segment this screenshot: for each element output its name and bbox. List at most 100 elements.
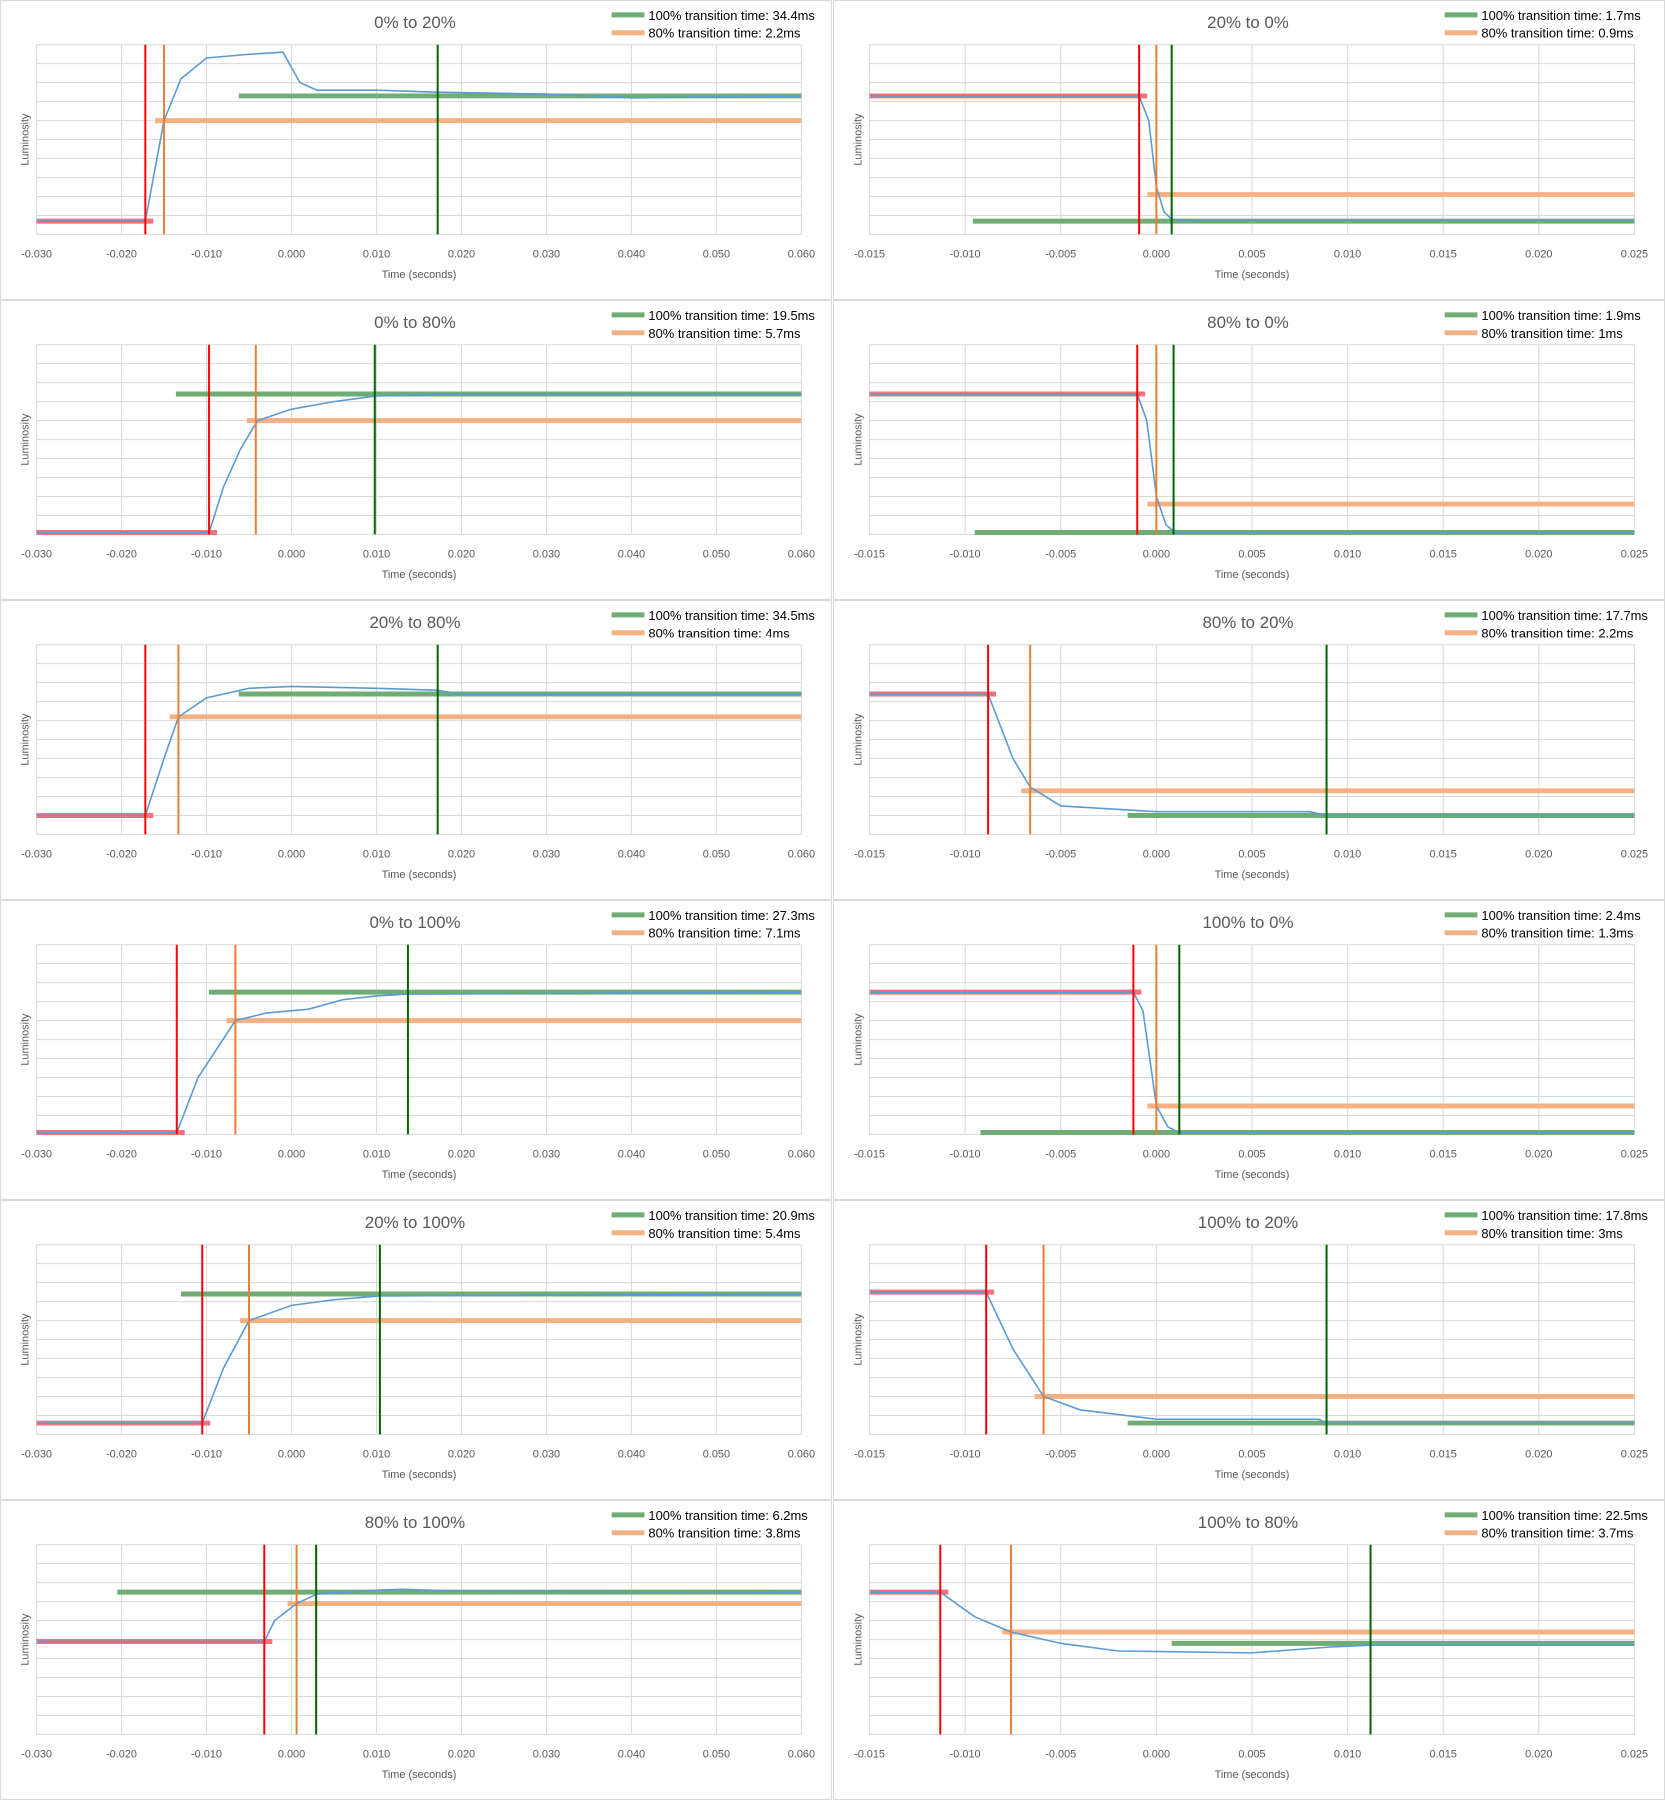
x-tick-label: -0.015: [854, 1448, 885, 1460]
chart-panel: 100% to 0% 100% transition time: 2.4ms 80%…: [833, 900, 1665, 1200]
x-tick-label: 0.060: [788, 848, 815, 860]
legend-label-100: 100% transition time: 22.5ms: [1481, 1508, 1647, 1523]
y-axis-label: Luminosity: [853, 1013, 865, 1066]
luminosity-signal: [36, 51, 802, 222]
x-tick-label: 0.060: [788, 548, 815, 560]
x-tick-label: 0.010: [363, 248, 390, 260]
x-tick-label: -0.010: [191, 548, 222, 560]
y-axis-label: Luminosity: [20, 113, 32, 166]
x-tick-label: 0.010: [1334, 548, 1361, 560]
x-tick-label: -0.010: [950, 1748, 981, 1760]
luminosity-signal: [36, 393, 802, 534]
x-tick-label: 0.000: [1143, 1148, 1170, 1160]
x-tick-label: 0.005: [1238, 548, 1265, 560]
y-axis-label: Luminosity: [853, 413, 865, 466]
gridlines: [869, 1244, 1635, 1435]
x-tick-label: 0.010: [363, 1748, 390, 1760]
x-axis-label: Time (seconds): [1215, 869, 1290, 881]
x-tick-label: 0.005: [1238, 848, 1265, 860]
x-tick-label: -0.015: [854, 848, 885, 860]
x-tick-label: 0.020: [448, 548, 475, 560]
x-tick-label: 0.000: [1143, 548, 1170, 560]
legend-label-80: 80% transition time: 1.3ms: [1481, 926, 1633, 941]
gridlines: [36, 644, 802, 835]
chart-title: 20% to 100%: [365, 1213, 465, 1232]
x-axis-label: Time (seconds): [1215, 1769, 1290, 1781]
legend: 100% transition time: 1.9ms 80% transitio…: [1444, 308, 1641, 341]
legend: 100% transition time: 17.8ms 80% transiti…: [1444, 1208, 1648, 1241]
x-tick-label: -0.010: [950, 1448, 981, 1460]
x-axis-label: Time (seconds): [382, 1769, 457, 1781]
x-tick-label: 0.015: [1430, 1148, 1457, 1160]
x-tick-label: -0.005: [1045, 1448, 1076, 1460]
x-tick-label: -0.015: [854, 248, 885, 260]
x-tick-label: -0.015: [854, 548, 885, 560]
gridlines: [869, 44, 1635, 235]
legend-label-100: 100% transition time: 6.2ms: [648, 1508, 807, 1523]
legend-label-80: 80% transition time: 7.1ms: [648, 926, 800, 941]
x-tick-label: 0.025: [1621, 848, 1648, 860]
x-tick-label: 0.030: [533, 1748, 560, 1760]
legend-label-80: 80% transition time: 3ms: [1481, 1226, 1622, 1241]
x-tick-label: 0.015: [1430, 1448, 1457, 1460]
legend: 100% transition time: 1.7ms 80% transitio…: [1444, 8, 1641, 41]
chart-svg: 80% to 20% 100% transition time: 17.7ms 80…: [853, 608, 1648, 881]
x-tick-label: 0.005: [1238, 1748, 1265, 1760]
luminosity-signal: [869, 693, 1635, 817]
legend-label-80: 80% transition time: 5.4ms: [648, 1226, 800, 1241]
y-axis-label: Luminosity: [853, 1613, 865, 1666]
chart-panel: 20% to 100% 100% transition time: 20.9ms 8…: [0, 1200, 832, 1500]
gridlines: [869, 644, 1635, 835]
legend-label-80: 80% transition time: 0.9ms: [1481, 26, 1633, 41]
chart-svg: 100% to 0% 100% transition time: 2.4ms 80%…: [853, 908, 1648, 1181]
x-axis-label: Time (seconds): [382, 1169, 457, 1181]
legend-label-80: 80% transition time: 4ms: [648, 626, 789, 641]
chart-title: 100% to 20%: [1198, 1213, 1298, 1232]
chart-svg: 20% to 0% 100% transition time: 1.7ms 80% …: [853, 8, 1648, 281]
x-axis-label: Time (seconds): [382, 1469, 457, 1481]
x-tick-label: 0.030: [533, 1148, 560, 1160]
x-tick-label: 0.025: [1621, 1448, 1648, 1460]
x-tick-label: -0.020: [106, 1748, 137, 1760]
x-tick-label: 0.000: [278, 1448, 305, 1460]
x-tick-label: 0.010: [363, 848, 390, 860]
x-tick-label: 0.020: [1525, 848, 1552, 860]
x-axis-label: Time (seconds): [382, 569, 457, 581]
legend-label-80: 80% transition time: 2.2ms: [1481, 626, 1633, 641]
x-tick-label: 0.040: [618, 548, 645, 560]
legend-label-100: 100% transition time: 34.4ms: [648, 8, 814, 23]
x-tick-label: 0.020: [448, 1148, 475, 1160]
gridlines: [36, 344, 802, 535]
legend-label-100: 100% transition time: 17.7ms: [1481, 608, 1647, 623]
x-tick-label: 0.060: [788, 248, 815, 260]
legend: 100% transition time: 20.9ms 80% transiti…: [611, 1208, 815, 1241]
chart-title: 80% to 20%: [1203, 613, 1294, 632]
legend-label-100: 100% transition time: 2.4ms: [1481, 908, 1640, 923]
x-tick-label: -0.010: [191, 1448, 222, 1460]
y-axis-label: Luminosity: [20, 713, 32, 766]
x-tick-label: 0.015: [1430, 1748, 1457, 1760]
chart-svg: 0% to 80% 100% transition time: 19.5ms 80%…: [20, 308, 815, 581]
chart-panel: 0% to 80% 100% transition time: 19.5ms 80%…: [0, 300, 832, 600]
x-tick-label: 0.060: [788, 1148, 815, 1160]
chart-panel: 80% to 0% 100% transition time: 1.9ms 80% …: [833, 300, 1665, 600]
x-tick-label: -0.020: [106, 848, 137, 860]
x-tick-label: 0.010: [1334, 1148, 1361, 1160]
legend-label-100: 100% transition time: 27.3ms: [648, 908, 814, 923]
x-tick-label: 0.015: [1430, 848, 1457, 860]
gridlines: [36, 44, 802, 235]
x-tick-label: -0.010: [191, 1148, 222, 1160]
y-axis-label: Luminosity: [20, 1313, 32, 1366]
chart-title: 80% to 100%: [365, 1513, 465, 1532]
x-tick-label: 0.050: [703, 548, 730, 560]
x-tick-label: -0.010: [950, 848, 981, 860]
gridlines: [36, 1544, 802, 1735]
x-tick-label: 0.060: [788, 1448, 815, 1460]
x-tick-label: 0.010: [363, 1448, 390, 1460]
gridlines: [36, 944, 802, 1135]
x-tick-label: -0.005: [1045, 848, 1076, 860]
x-axis-label: Time (seconds): [382, 269, 457, 281]
legend-label-100: 100% transition time: 19.5ms: [648, 308, 814, 323]
y-axis-label: Luminosity: [853, 113, 865, 166]
